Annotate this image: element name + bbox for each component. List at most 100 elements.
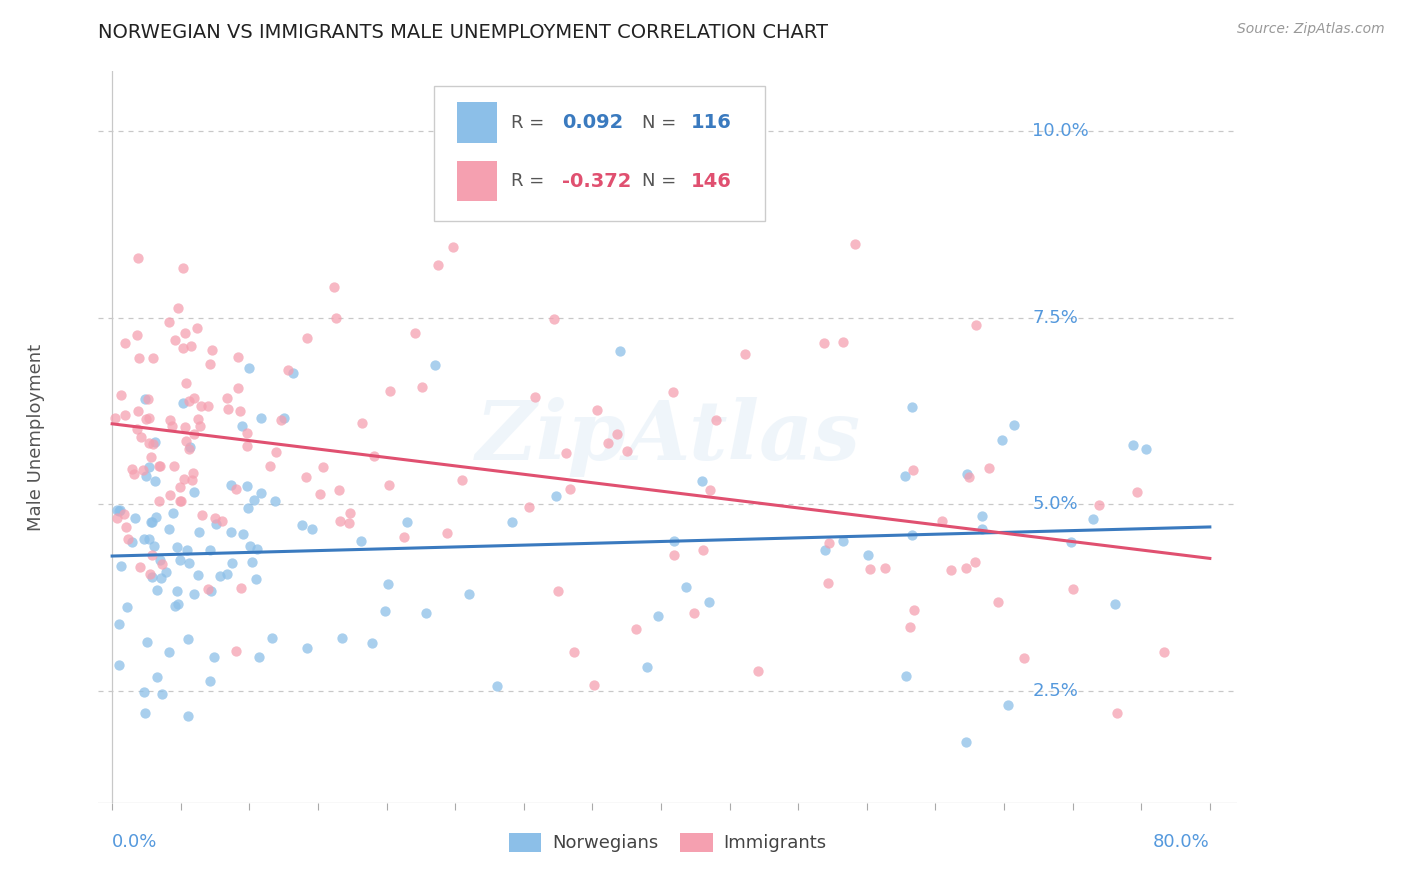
Text: N =: N =	[641, 113, 676, 131]
Point	[225, 482, 247, 496]
Point	[1060, 535, 1083, 549]
Point	[350, 416, 373, 430]
Point	[181, 466, 204, 480]
Point	[970, 522, 993, 536]
Point	[174, 376, 197, 391]
Point	[309, 487, 332, 501]
Point	[166, 583, 188, 598]
Point	[242, 555, 264, 569]
Point	[337, 516, 360, 531]
Point	[297, 331, 319, 345]
Point	[692, 542, 714, 557]
Point	[179, 394, 201, 409]
Point	[110, 388, 132, 402]
Point	[174, 434, 197, 448]
Point	[228, 381, 250, 395]
Point	[219, 478, 242, 492]
Point	[105, 510, 128, 524]
Text: 7.5%: 7.5%	[1032, 309, 1078, 326]
Point	[875, 560, 897, 574]
Point	[157, 315, 180, 329]
Point	[169, 480, 191, 494]
Point	[411, 379, 433, 393]
Point	[176, 542, 198, 557]
Point	[239, 539, 262, 553]
Point	[939, 563, 962, 577]
Point	[547, 584, 569, 599]
Point	[112, 507, 135, 521]
Point	[957, 469, 980, 483]
Point	[160, 419, 183, 434]
Point	[426, 258, 449, 272]
Point	[814, 542, 837, 557]
Point	[183, 587, 205, 601]
Point	[179, 440, 201, 454]
Point	[117, 532, 139, 546]
Point	[747, 664, 769, 678]
Point	[183, 426, 205, 441]
Point	[177, 632, 200, 646]
Point	[139, 450, 162, 464]
Point	[734, 347, 756, 361]
Point	[110, 559, 132, 574]
Point	[149, 459, 172, 474]
Point	[662, 548, 685, 562]
Point	[624, 622, 647, 636]
Point	[138, 532, 160, 546]
Point	[219, 524, 242, 539]
Point	[198, 357, 221, 371]
Point	[236, 439, 259, 453]
Point	[661, 385, 683, 400]
Point	[217, 566, 239, 581]
Point	[260, 631, 283, 645]
Point	[169, 553, 191, 567]
Point	[301, 522, 323, 536]
Point	[135, 412, 157, 426]
Point	[323, 280, 346, 294]
Point	[831, 534, 853, 549]
Point	[894, 469, 917, 483]
Point	[108, 503, 131, 517]
Point	[231, 582, 253, 596]
Point	[901, 462, 924, 476]
Point	[135, 635, 157, 649]
Point	[330, 631, 353, 645]
Point	[138, 436, 160, 450]
Point	[458, 587, 481, 601]
Point	[238, 360, 260, 375]
Point	[159, 488, 181, 502]
Point	[204, 649, 226, 664]
Point	[211, 514, 233, 528]
Point	[596, 436, 619, 450]
Text: 146: 146	[690, 171, 731, 191]
Point	[180, 338, 202, 352]
Point	[264, 494, 287, 508]
Point	[134, 706, 156, 720]
Point	[441, 240, 464, 254]
Point	[107, 503, 129, 517]
Point	[149, 553, 172, 567]
Point	[543, 311, 565, 326]
Point	[977, 461, 1000, 475]
Point	[675, 580, 697, 594]
Point	[245, 572, 267, 586]
Point	[817, 576, 839, 591]
Point	[146, 583, 169, 598]
Point	[125, 422, 148, 436]
Point	[562, 645, 585, 659]
Text: Male Unemployment: Male Unemployment	[27, 343, 45, 531]
Point	[247, 649, 270, 664]
Point	[179, 556, 201, 570]
Point	[931, 514, 953, 528]
Point	[163, 459, 186, 474]
Point	[1122, 438, 1144, 452]
Text: NORWEGIAN VS IMMIGRANTS MALE UNEMPLOYMENT CORRELATION CHART: NORWEGIAN VS IMMIGRANTS MALE UNEMPLOYMEN…	[98, 23, 828, 42]
Point	[297, 640, 319, 655]
Point	[859, 561, 882, 575]
Point	[139, 566, 162, 581]
Point	[127, 251, 149, 265]
Legend: Norwegians, Immigrants: Norwegians, Immigrants	[502, 826, 834, 860]
Point	[134, 392, 156, 406]
Point	[1087, 498, 1109, 512]
Point	[143, 435, 166, 450]
